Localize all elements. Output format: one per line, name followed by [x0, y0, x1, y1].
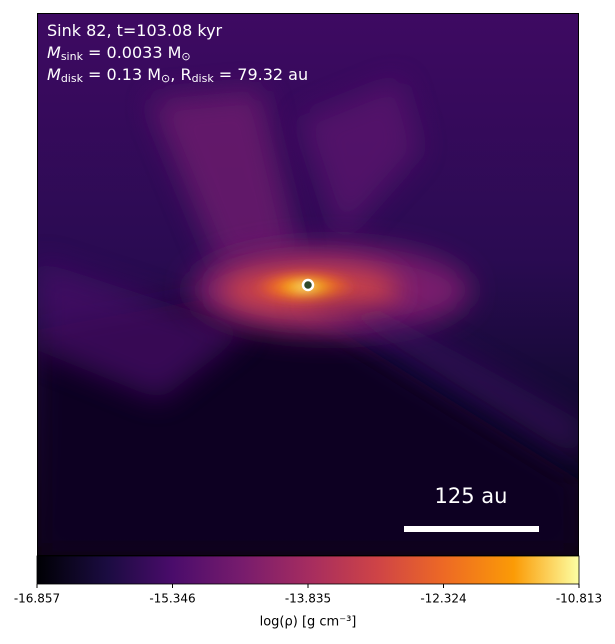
info-line: Sink 82, t=103.08 kyr: [47, 21, 223, 40]
sink-marker: [301, 278, 315, 292]
tick-label: -12.324: [420, 592, 466, 606]
tick-label: -10.813: [556, 592, 602, 606]
plot-frame: [37, 13, 579, 556]
tick-label: -15.346: [149, 592, 195, 606]
text-run: = 0.13 M: [83, 65, 161, 84]
text-run: = 79.32 au: [214, 65, 308, 84]
colorbar-axis: -16.857 -15.346 -13.835 -12.324 -10.813: [14, 584, 602, 606]
scale-bar-label: 125 au: [435, 484, 508, 508]
text-run: M: [47, 65, 61, 84]
info-line: Mdisk = 0.13 M⊙, Rdisk = 79.32 au: [47, 65, 308, 86]
subscript: ⊙: [181, 50, 190, 63]
density-image: [37, 13, 579, 556]
subscript: sink: [61, 50, 84, 63]
colorbar-label: log(ρ) [g cm⁻³]: [260, 615, 357, 630]
text-run: M: [47, 43, 61, 62]
text-run: = 0.0033 M: [83, 43, 181, 62]
text-run: , R: [170, 65, 191, 84]
subscript: disk: [192, 72, 215, 85]
tick-label: -13.835: [285, 592, 331, 606]
colorbar: [36, 555, 580, 585]
subscript: ⊙: [161, 72, 170, 85]
text-run: Sink 82, t=103.08 kyr: [47, 21, 223, 40]
tick-label: -16.857: [14, 592, 60, 606]
info-line: Msink = 0.0033 M⊙: [47, 43, 191, 64]
subscript: disk: [61, 72, 84, 85]
